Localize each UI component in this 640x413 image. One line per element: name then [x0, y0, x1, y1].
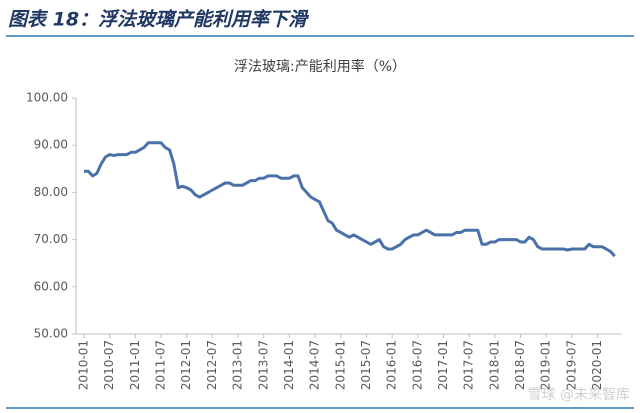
- x-tick-label: 2018-07: [513, 340, 527, 390]
- x-tick-label: 2013-07: [256, 340, 270, 390]
- x-tick-label: 2017-07: [462, 340, 476, 390]
- x-tick-label: 2011-01: [128, 340, 142, 390]
- y-tick-label: 100.00: [26, 91, 68, 105]
- chart-title: 浮法玻璃:产能利用率（%）: [234, 58, 406, 75]
- x-tick-label: 2020-01: [590, 340, 604, 390]
- x-tick-label: 2019-01: [539, 340, 553, 390]
- x-tick-label: 2011-07: [154, 340, 168, 390]
- x-tick-label: 2010-01: [77, 340, 91, 390]
- x-tick-label: 2018-01: [487, 340, 501, 390]
- x-tick-label: 2012-01: [179, 340, 193, 390]
- y-tick-label: 60.00: [34, 279, 68, 293]
- x-tick-label: 2015-07: [359, 340, 373, 390]
- data-line: [84, 141, 616, 258]
- x-tick-label: 2010-07: [102, 340, 116, 390]
- x-tick-label: 2017-01: [436, 340, 450, 390]
- header-title: 图表 18：浮法玻璃产能利用率下滑: [8, 9, 310, 31]
- x-tick-label: 2016-07: [410, 340, 424, 390]
- x-tick-label: 2019-07: [564, 340, 578, 390]
- x-tick-label: 2016-01: [385, 340, 399, 390]
- x-tick-label: 2012-07: [205, 340, 219, 390]
- y-tick-label: 70.00: [34, 232, 68, 246]
- watermark: 雪球 @未来智库: [528, 387, 630, 403]
- y-tick-label: 90.00: [34, 138, 68, 152]
- x-tick-label: 2013-01: [231, 340, 245, 390]
- y-tick-label: 50.00: [34, 327, 68, 341]
- x-tick-label: 2014-01: [282, 340, 296, 390]
- y-tick-label: 80.00: [34, 185, 68, 199]
- x-tick-label: 2014-07: [308, 340, 322, 390]
- x-tick-label: 2015-01: [333, 340, 347, 390]
